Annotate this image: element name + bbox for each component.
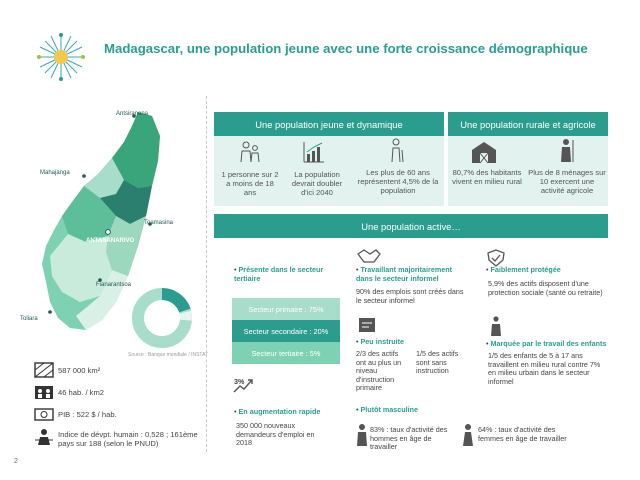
active-header: Une population active… <box>214 214 608 238</box>
percent-growth-icon <box>233 379 253 393</box>
handshake-icon <box>357 249 381 263</box>
sector-tertiary: Secteur tertiaire : 5% <box>232 342 340 364</box>
divider <box>206 96 207 452</box>
madagascar-map <box>42 112 160 330</box>
area-icon <box>34 362 54 378</box>
rural-stat-2: Plus de 8 ménages sur 10 exercent une ac… <box>528 168 606 196</box>
growth-title: • En augmentation rapide <box>234 407 321 416</box>
gdp-icon <box>34 408 54 421</box>
young-header: Une population jeune et dynamique <box>214 112 444 136</box>
map-label-antsiranana: Antsiranana <box>116 111 149 117</box>
protection-icon <box>487 249 505 267</box>
farmer-icon <box>561 139 574 162</box>
map-label-antananarivo: ANTANANARIVO <box>86 238 135 244</box>
man-icon <box>357 424 367 446</box>
tertiary-title: • Présente dans le secteur tertiaire <box>234 265 324 283</box>
protection-title: • Faiblement protégée <box>486 265 561 274</box>
fact-density: 46 hab. / km2 <box>58 388 105 397</box>
diploma-icon <box>359 318 375 332</box>
fact-area: 587 000 km² <box>58 366 101 375</box>
female-text: 64% : taux d'activité des femmes en âge … <box>478 425 567 443</box>
logo-icon <box>37 33 85 81</box>
map-label-fianarantsoa: Fianarantsoa <box>96 282 132 288</box>
family-icon <box>240 141 260 163</box>
density-icon <box>35 386 53 399</box>
informal-text: 90% des emplois sont créés dans le secte… <box>356 287 464 305</box>
sector-primary: Secteur primaire : 75% <box>232 298 340 320</box>
male-title: • Plutôt masculine <box>356 405 419 414</box>
woman-icon <box>463 424 473 446</box>
map-source: Source : Banque mondiale / INSTAT <box>128 352 209 358</box>
page-title: Madagascar, une population jeune avec un… <box>104 41 588 56</box>
education-title: • Peu instruite <box>356 337 405 346</box>
rural-header: Une population rurale et agricole <box>448 112 608 136</box>
map-label-toliara: Toliara <box>20 316 38 322</box>
map-label-toamasina: Toamasina <box>144 220 174 226</box>
young-stat-3: Les plus de 60 ans représentent 4,5% de … <box>357 168 439 196</box>
rural-stat-1: 80,7% des habitants vivent en milieu rur… <box>452 168 522 187</box>
male-text: 83% : taux d'activité des hommes en âge … <box>370 425 448 452</box>
protection-text: 5,9% des actifs disposent d'une protecti… <box>488 279 603 297</box>
sector-secondary: Secteur secondaire : 20% <box>232 320 340 342</box>
informal-title: • Travaillant majoritairement dans le se… <box>356 265 452 283</box>
elderly-icon <box>391 138 404 163</box>
growth-percent: 3% <box>234 377 245 386</box>
fact-gdp: PIB : 522 $ / hab. <box>58 410 117 419</box>
education-b: 1/5 des actifs sont sans instruction <box>416 349 459 376</box>
young-stat-1: 1 personne sur 2 a moins de 18 ans <box>221 170 279 198</box>
growth-text: 350 000 nouveaux demandeurs d'emploi en … <box>236 421 315 448</box>
children-icon <box>491 316 501 336</box>
child-text: 1/5 des enfants de 5 à 17 ans travaillen… <box>488 351 601 386</box>
barn-icon <box>472 142 496 164</box>
child-title: • Marquée par le travail des enfants <box>486 339 607 348</box>
hdi-icon <box>35 429 53 445</box>
education-a: 2/3 des actifs ont au plus un niveau d'i… <box>356 349 402 393</box>
page-number: 2 <box>14 458 18 465</box>
fact-hdi: Indice de dévpt. humain : 0,528 ; 161ème… <box>58 430 198 448</box>
growth-chart-icon <box>303 142 324 163</box>
young-stat-2: La population devrait doubler d'ici 2040 <box>291 170 343 198</box>
sector-donut-chart <box>132 288 192 348</box>
map-label-mahajanga: Mahajanga <box>40 170 70 176</box>
